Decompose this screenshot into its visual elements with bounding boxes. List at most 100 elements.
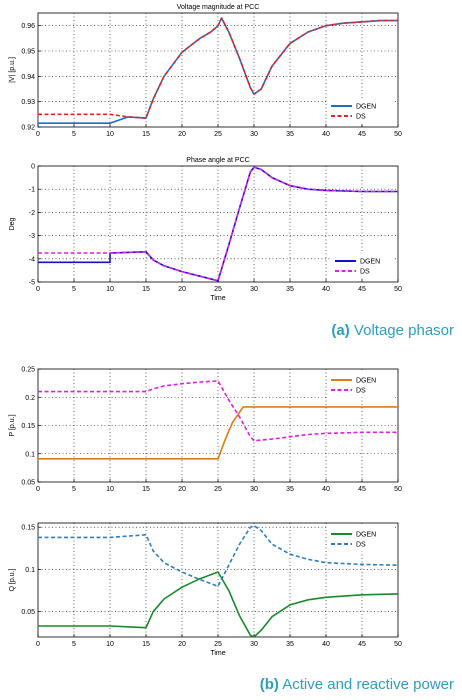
- x-tick-label: 25: [214, 286, 222, 293]
- y-tick-label: 0.1: [25, 451, 35, 458]
- legend-label-ds: DS: [356, 114, 366, 121]
- x-tick-label: 45: [358, 486, 366, 493]
- y-tick-label: 0.95: [21, 49, 35, 56]
- y-tick-label: 0.92: [21, 125, 35, 132]
- y-tick-label: 0.15: [21, 525, 35, 532]
- y-tick-label: 0.25: [21, 367, 35, 374]
- x-tick-label: 0: [36, 641, 40, 648]
- legend: DGEN DS: [327, 98, 395, 124]
- chart-title: Phase angle at PCC: [186, 157, 249, 164]
- x-tick-label: 20: [178, 286, 186, 293]
- x-tick-label: 10: [106, 286, 114, 293]
- x-tick-label: 5: [72, 641, 76, 648]
- series-line-ds: [38, 380, 398, 442]
- x-tick-label: 30: [250, 286, 258, 293]
- chart-panel-1: 0 5 10 15 20 25 30 35 40 45 50 0.92 0.93 0.94 0.95 0.96…: [9, 4, 402, 138]
- legend-label-ds: DS: [360, 269, 370, 276]
- x-tick-label: 30: [250, 641, 258, 648]
- x-tick-label: 0: [36, 286, 40, 293]
- chart-title: Voltage magnitude at PCC: [177, 4, 260, 11]
- x-tick-label: 50: [394, 486, 402, 493]
- chart-panel-3: 0 5 10 15 20 25 30 35 40 45 50 0.05 0.1 0.15 0.2 0.25 P …: [9, 367, 402, 494]
- y-tick-label: -3: [29, 233, 35, 240]
- y-tick-label: 0.1: [25, 567, 35, 574]
- y-axis-label: Q [p.u.]: [9, 568, 16, 591]
- x-tick-label: 0: [36, 486, 40, 493]
- x-axis-label: Time: [210, 650, 225, 657]
- y-tick-label: 0.94: [21, 74, 35, 81]
- x-tick-label: 25: [214, 641, 222, 648]
- x-tick-label: 0: [36, 131, 40, 138]
- y-tick-label: -4: [29, 256, 35, 263]
- x-tick-label: 15: [142, 286, 150, 293]
- y-tick-label: 0.93: [21, 99, 35, 106]
- x-tick-label: 20: [178, 641, 186, 648]
- x-tick-label: 40: [322, 131, 330, 138]
- x-axis-label: Time: [210, 295, 225, 302]
- legend-box: [327, 372, 395, 398]
- x-tick-label: 10: [106, 486, 114, 493]
- y-axis-label: Deg: [9, 217, 16, 230]
- y-tick-label: 0: [31, 164, 35, 171]
- x-tick-label: 30: [250, 486, 258, 493]
- y-tick-label: 0.96: [21, 23, 35, 30]
- caption-active-reactive-power: (b) Active and reactive power: [259, 676, 454, 693]
- x-tick-label: 50: [394, 286, 402, 293]
- series-line-ds: [38, 166, 398, 282]
- y-tick-label: -5: [29, 280, 35, 287]
- y-tick-label: -2: [29, 210, 35, 217]
- x-tick-label: 25: [214, 486, 222, 493]
- y-tick-label: 0.05: [21, 480, 35, 487]
- legend-label-dgen: DGEN: [356, 532, 376, 539]
- y-tick-label: 0.2: [25, 395, 35, 402]
- x-tick-label: 35: [286, 641, 294, 648]
- series-line-dgen: [38, 571, 398, 637]
- x-tick-label: 5: [72, 286, 76, 293]
- legend-label-dgen: DGEN: [356, 378, 376, 385]
- x-tick-label: 25: [214, 131, 222, 138]
- x-tick-label: 20: [178, 131, 186, 138]
- legend-label-dgen: DGEN: [360, 259, 380, 266]
- y-tick-label: 0.15: [21, 423, 35, 430]
- legend-box: [331, 253, 395, 279]
- legend-box: [327, 98, 395, 124]
- x-tick-label: 15: [142, 486, 150, 493]
- y-axis-label: P [p.u.]: [9, 414, 16, 436]
- legend: DGEN DS: [327, 526, 395, 552]
- x-tick-label: 10: [106, 641, 114, 648]
- y-tick-label: -1: [29, 187, 35, 194]
- chart-panel-2: 0 5 10 15 20 25 30 35 40 45 50 -5 -4 -3 -2 -1 0 Phase ang…: [9, 157, 402, 302]
- x-tick-label: 35: [286, 486, 294, 493]
- y-axis-label: |V| [p.u.]: [9, 57, 16, 83]
- legend-label-ds: DS: [356, 388, 366, 395]
- legend: DGEN DS: [331, 253, 395, 279]
- x-tick-label: 50: [394, 641, 402, 648]
- chart-panel-4: 0 5 10 15 20 25 30 35 40 45 50 0.05 0.1 0.15 Time Q [p.…: [9, 522, 402, 657]
- legend-label-ds: DS: [356, 542, 366, 549]
- series-line-dgen: [38, 406, 398, 460]
- x-tick-label: 5: [72, 486, 76, 493]
- x-tick-label: 40: [322, 641, 330, 648]
- x-tick-label: 15: [142, 641, 150, 648]
- series-line-ds: [38, 524, 398, 588]
- x-tick-label: 35: [286, 286, 294, 293]
- x-tick-label: 50: [394, 131, 402, 138]
- x-tick-label: 10: [106, 131, 114, 138]
- x-tick-label: 20: [178, 486, 186, 493]
- legend: DGEN DS: [327, 372, 395, 398]
- x-tick-label: 40: [322, 286, 330, 293]
- caption-voltage-phasor: (a) Voltage phasor: [331, 322, 454, 339]
- x-tick-label: 5: [72, 131, 76, 138]
- x-tick-label: 40: [322, 486, 330, 493]
- x-tick-label: 35: [286, 131, 294, 138]
- x-tick-label: 30: [250, 131, 258, 138]
- legend-box: [327, 526, 395, 552]
- y-tick-label: 0.05: [21, 609, 35, 616]
- x-tick-label: 45: [358, 131, 366, 138]
- series-line-ds: [38, 17, 398, 119]
- x-tick-label: 45: [358, 641, 366, 648]
- legend-label-dgen: DGEN: [356, 104, 376, 111]
- x-tick-label: 15: [142, 131, 150, 138]
- x-tick-label: 45: [358, 286, 366, 293]
